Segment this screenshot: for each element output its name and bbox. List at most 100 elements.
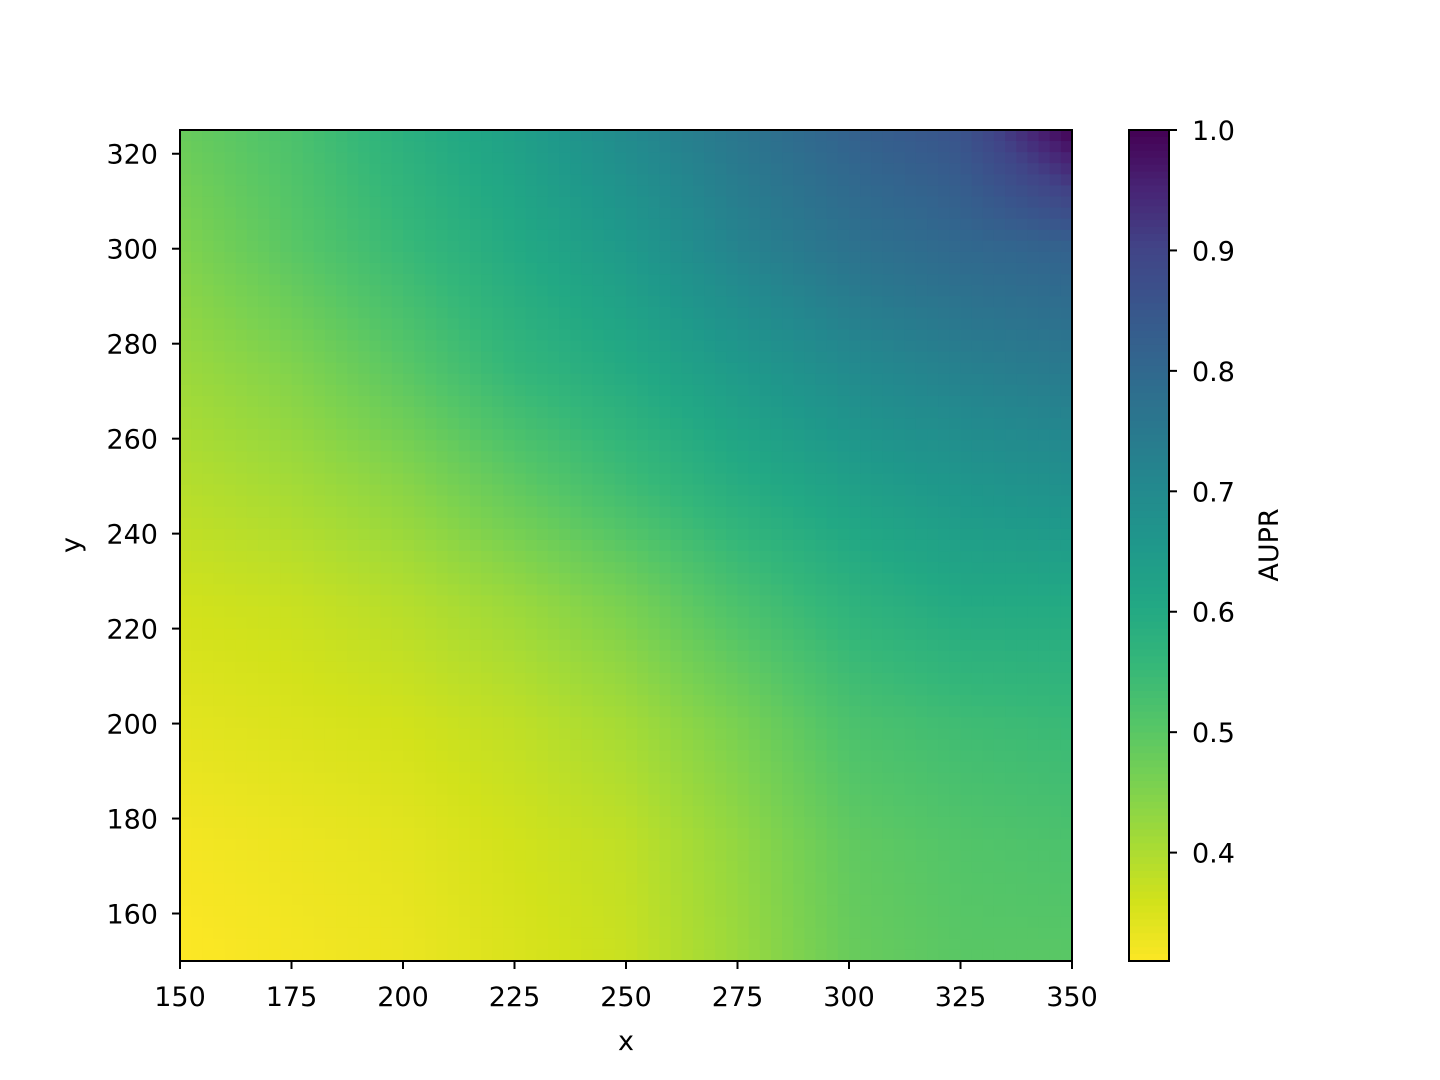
heatmap-cell [525,551,538,563]
heatmap-cell [280,196,293,209]
heatmap-cell [258,152,270,164]
heatmap-cell [1016,207,1028,220]
heatmap-cell [425,551,438,563]
heatmap-cell [536,517,549,530]
heatmap-cell [704,661,716,674]
heatmap-cell [213,528,226,541]
heatmap-cell [403,562,415,574]
heatmap-cell [425,761,438,774]
heatmap-cell [971,462,984,475]
heatmap-cell [481,650,493,663]
heatmap-cell [704,373,716,386]
heatmap-cell [324,329,337,342]
heatmap-cell [302,318,315,331]
heatmap-cell [971,695,984,707]
heatmap-cell [514,429,527,441]
heatmap-cell [1049,628,1062,641]
heatmap-cell [603,185,616,198]
heatmap-cell [369,661,382,674]
heatmap-cell [637,351,649,364]
heatmap-cell [213,539,226,552]
heatmap-cell [380,407,393,419]
heatmap-cell [269,595,281,608]
heatmap-cell [793,573,805,585]
heatmap-cell [849,562,861,574]
heatmap-cell [1027,340,1040,353]
heatmap-cell [837,262,850,275]
heatmap-cell [1038,141,1051,153]
heatmap-cell [1060,495,1073,508]
heatmap-cell [436,362,449,375]
heatmap-cell [436,805,449,818]
heatmap-cell [536,395,549,408]
heatmap-cell [849,672,861,685]
heatmap-cell [425,462,438,475]
heatmap-cell [603,783,616,796]
heatmap-cell [982,650,995,663]
heatmap-cell [436,551,449,563]
heatmap-cell [971,141,984,153]
heatmap-cell [414,484,426,497]
heatmap-cell [737,373,750,386]
heatmap-cell [458,695,471,707]
heatmap-cell [358,805,371,818]
heatmap-cell [871,152,884,164]
heatmap-cell [258,628,270,641]
heatmap-cell [837,318,850,331]
heatmap-cell [280,329,293,342]
heatmap-cell [291,307,304,319]
heatmap-cell [670,395,683,408]
heatmap-cell [893,462,906,475]
heatmap-cell [302,152,315,164]
heatmap-cell [692,130,705,142]
heatmap-cell [804,407,817,419]
heatmap-cell [982,528,995,541]
heatmap-cell [860,783,872,796]
heatmap-cell [670,362,683,375]
heatmap-cell [403,672,415,685]
heatmap-cell [759,517,772,530]
heatmap-cell [380,207,393,220]
heatmap-cell [525,462,538,475]
heatmap-cell [971,517,984,530]
heatmap-cell [971,639,984,652]
heatmap-cell [547,639,560,652]
heatmap-cell [748,761,761,774]
heatmap-cell [670,163,683,175]
heatmap-cell [648,351,661,364]
heatmap-cell [246,163,259,175]
heatmap-cell [904,639,917,652]
heatmap-cell [347,451,359,463]
heatmap-cell [536,695,549,707]
heatmap-cell [235,229,248,242]
heatmap-cell [1049,329,1062,342]
heatmap-cell [570,351,582,364]
heatmap-cell [570,307,582,319]
heatmap-cell [626,451,638,463]
heatmap-cell [882,240,895,253]
heatmap-cell [514,296,527,308]
heatmap-cell [180,351,192,364]
heatmap-cell [759,684,772,696]
heatmap-cell [849,462,861,475]
heatmap-cell [347,274,359,286]
heatmap-cell [704,684,716,696]
heatmap-cell [536,584,549,596]
heatmap-cell [503,772,516,785]
heatmap-cell [715,684,727,696]
heatmap-cell [224,728,237,740]
heatmap-cell [603,628,616,641]
heatmap-cell [626,240,638,253]
heatmap-cell [826,528,839,541]
heatmap-cell [458,373,471,386]
heatmap-cell [559,407,571,419]
heatmap-cell [347,706,359,718]
heatmap-cell [358,340,371,353]
heatmap-cell [302,240,315,253]
heatmap-cell [492,318,504,331]
heatmap-cell [191,296,203,308]
heatmap-cell [458,462,471,475]
heatmap-cell [614,262,627,275]
heatmap-cell [960,262,973,275]
heatmap-cell [960,794,973,807]
